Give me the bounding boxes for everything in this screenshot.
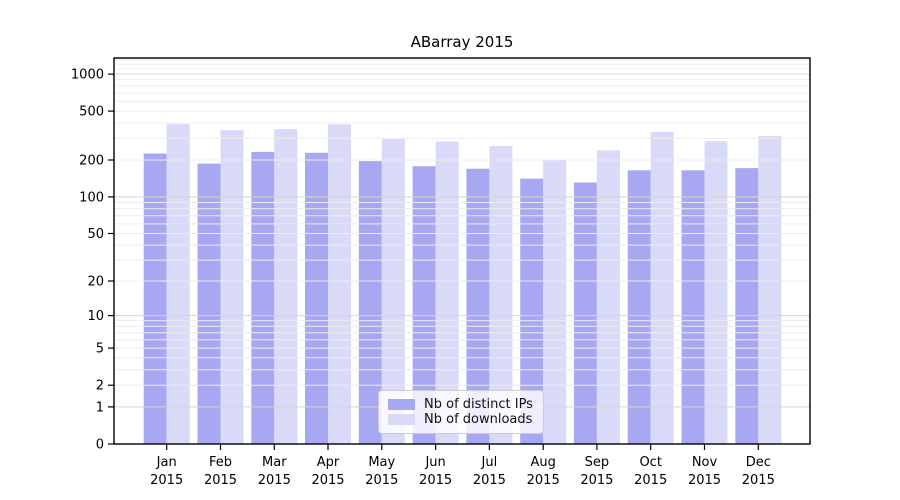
x-tick-label-month: Jan [156,455,177,470]
plot-border [113,57,811,445]
bar-jan-distinct-ips [143,153,167,444]
gridlines [114,59,810,408]
x-tick-label-year: 2015 [204,473,237,488]
bar-aug-downloads [543,159,567,444]
y-tick-label: 5 [96,342,104,357]
x-tick-label-year: 2015 [150,473,183,488]
x-tick-label-month: Mar [262,455,287,470]
y-axis: 0 1 2 5 10 20 50 100 200 500 1000 [71,68,114,453]
x-tick-label-year: 2015 [527,473,560,488]
legend-item-distinct-ips: Nb of distinct IPs [388,398,534,411]
y-tick-label: 20 [87,275,104,290]
legend: Nb of distinct IPs Nb of downloads [378,390,544,434]
x-tick-label-month: Oct [639,455,661,470]
bar-jun-downloads [435,141,459,444]
bar-apr-downloads [328,124,351,445]
x-tick-label-month: Feb [209,455,232,470]
x-tick-label-year: 2015 [634,473,667,488]
x-tick-label-month: Dec [746,455,771,470]
bar-mar-downloads [274,129,298,444]
x-tick-label-month: Aug [531,455,556,470]
bar-sep-downloads [596,150,620,445]
bar-oct-downloads [650,132,674,444]
x-tick-label-year: 2015 [688,473,721,488]
x-tick-label-month: Jul [481,455,498,470]
x-axis: Jan 2015 Feb 2015 Mar 2015 Apr 2015 May 2015 Jun 20… [150,444,775,488]
bar-jul-distinct-ips [466,168,490,444]
x-tick-label-year: 2015 [473,473,506,488]
y-tick-label: 200 [79,154,104,169]
y-tick-label: 100 [79,190,104,205]
x-tick-label-year: 2015 [258,473,291,488]
x-tick-label-year: 2015 [365,473,398,488]
chart-title: ABarray 2015 [410,33,514,51]
x-tick-label-year: 2015 [311,473,344,488]
y-tick-label: 10 [87,309,104,324]
bar-nov-distinct-ips [681,170,705,445]
legend-swatch-downloads [388,414,415,426]
x-tick-label-year: 2015 [742,473,775,488]
bar-oct-distinct-ips [627,170,651,445]
bar-mar-distinct-ips [251,151,275,444]
x-tick-label-month: May [368,455,395,470]
legend-label-distinct-ips: Nb of distinct IPs [424,396,533,412]
bar-feb-distinct-ips [197,163,221,444]
bar-may-distinct-ips [358,161,382,444]
bar-jun-distinct-ips [412,166,436,444]
x-tick-label-month: Sep [585,455,610,470]
legend-swatch-distinct-ips [388,398,415,410]
x-tick-label-year: 2015 [580,473,613,488]
bar-dec-distinct-ips [735,168,759,444]
bar-jan-downloads [166,124,190,444]
x-tick-label-month: Nov [692,455,718,470]
bar-sep-distinct-ips [573,182,597,444]
bar-dec-downloads [758,136,782,444]
x-tick-label-month: Jun [424,455,445,470]
y-tick-label: 0 [96,438,104,453]
legend-label-downloads: Nb of downloads [424,412,533,428]
bar-apr-distinct-ips [305,152,328,445]
legend-item-downloads: Nb of downloads [388,413,534,426]
y-tick-label: 500 [79,105,104,120]
bar-nov-downloads [704,141,728,444]
x-tick-label-month: Apr [317,455,340,470]
y-tick-label: 1000 [71,68,104,83]
bar-feb-downloads [220,130,244,444]
y-tick-label: 2 [96,379,104,394]
y-tick-label: 1 [96,400,104,415]
x-tick-label-year: 2015 [419,473,452,488]
y-tick-label: 50 [87,227,104,242]
